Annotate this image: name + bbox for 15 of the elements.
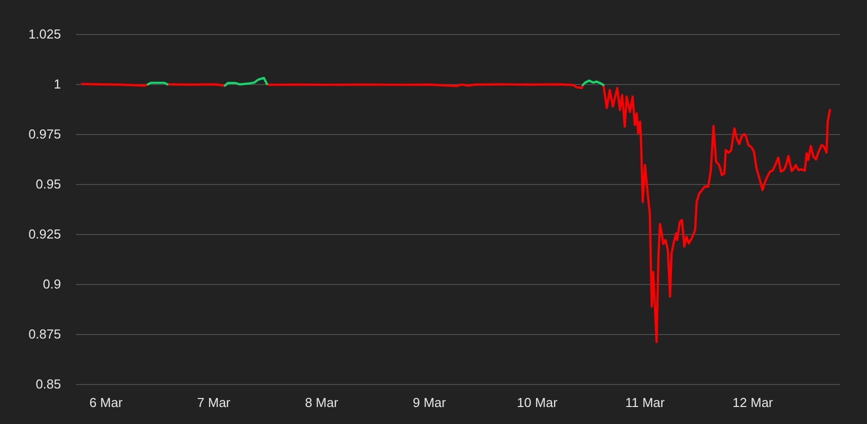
- y-tick-label: 1.025: [28, 26, 61, 42]
- y-tick-label: 0.875: [28, 326, 61, 342]
- x-tick-label: 7 Mar: [197, 395, 232, 410]
- y-tick-label: 1: [54, 76, 61, 92]
- x-tick-label: 12 Mar: [732, 395, 774, 410]
- y-tick-label: 0.925: [28, 226, 61, 242]
- x-tick-label: 9 Mar: [412, 395, 447, 410]
- y-tick-label: 0.975: [28, 126, 61, 142]
- x-tick-label: 8 Mar: [304, 395, 339, 410]
- x-tick-label: 6 Mar: [89, 395, 124, 410]
- y-tick-label: 0.85: [36, 376, 61, 392]
- y-tick-label: 0.9: [42, 276, 61, 292]
- x-tick-label: 11 Mar: [625, 395, 666, 410]
- x-tick-label: 10 Mar: [516, 395, 558, 410]
- y-tick-label: 0.95: [36, 176, 61, 192]
